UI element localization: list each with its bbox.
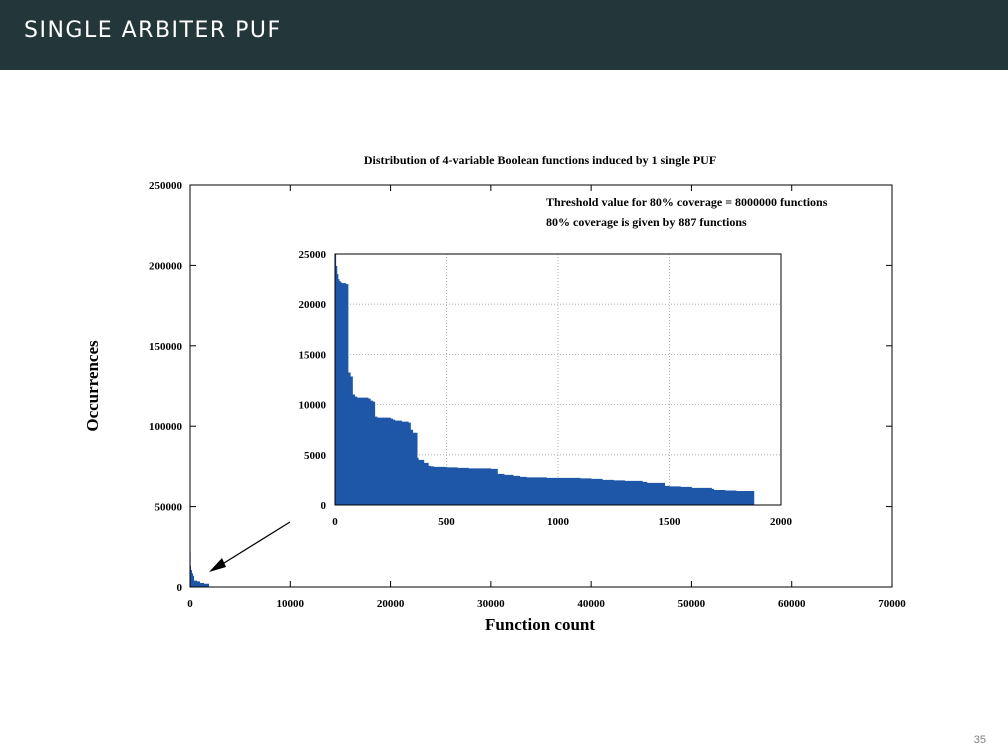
annotation-threshold: Threshold value for 80% coverage = 80000…: [546, 195, 828, 209]
x-tick-label: 40000: [577, 598, 605, 610]
x-tick-label: 20000: [377, 598, 405, 610]
inset-x-tick-label: 1500: [659, 516, 682, 528]
y-tick-label: 50000: [155, 502, 183, 514]
x-tick-label: 70000: [878, 598, 906, 610]
inset-series-area: [335, 254, 755, 505]
slide-header-bar: SINGLE ARBITER PUF: [0, 0, 1008, 70]
y-tick-label: 250000: [149, 180, 183, 192]
slide-title: SINGLE ARBITER PUF: [24, 18, 282, 43]
inset-y-tick-label: 20000: [299, 299, 327, 311]
inset-x-tick-label: 1000: [547, 516, 570, 528]
y-tick-label: 200000: [149, 260, 183, 272]
zoom-arrow-line: [215, 521, 291, 569]
y-tick-label: 0: [177, 582, 183, 594]
main-plot-frame: [189, 184, 893, 588]
zoom-arrow-head: [209, 558, 226, 572]
inset-y-tick-label: 15000: [299, 349, 327, 361]
x-axis-label: Function count: [485, 615, 595, 634]
x-tick-label: 0: [187, 598, 193, 610]
y-tick-label: 150000: [149, 341, 183, 353]
inset-y-tick-label: 25000: [299, 249, 327, 261]
x-tick-label: 60000: [778, 598, 806, 610]
page-number: 35: [973, 734, 986, 746]
inset-x-tick-label: 2000: [770, 516, 793, 528]
y-axis-label: Occurrences: [83, 340, 102, 432]
inset-x-tick-label: 0: [332, 516, 338, 528]
inset-y-tick-label: 0: [321, 500, 327, 512]
annotation-coverage: 80% coverage is given by 887 functions: [546, 215, 747, 229]
inset-y-tick-label: 5000: [304, 450, 327, 462]
x-tick-label: 50000: [678, 598, 706, 610]
y-tick-label: 100000: [149, 421, 183, 433]
chart-title: Distribution of 4-variable Boolean funct…: [364, 153, 716, 167]
x-tick-label: 10000: [277, 598, 305, 610]
x-tick-label: 30000: [477, 598, 505, 610]
main-series-area: [190, 548, 210, 587]
inset-y-tick-label: 10000: [299, 400, 327, 412]
inset-plot-frame: [334, 253, 782, 506]
inset-x-tick-label: 500: [438, 516, 455, 528]
